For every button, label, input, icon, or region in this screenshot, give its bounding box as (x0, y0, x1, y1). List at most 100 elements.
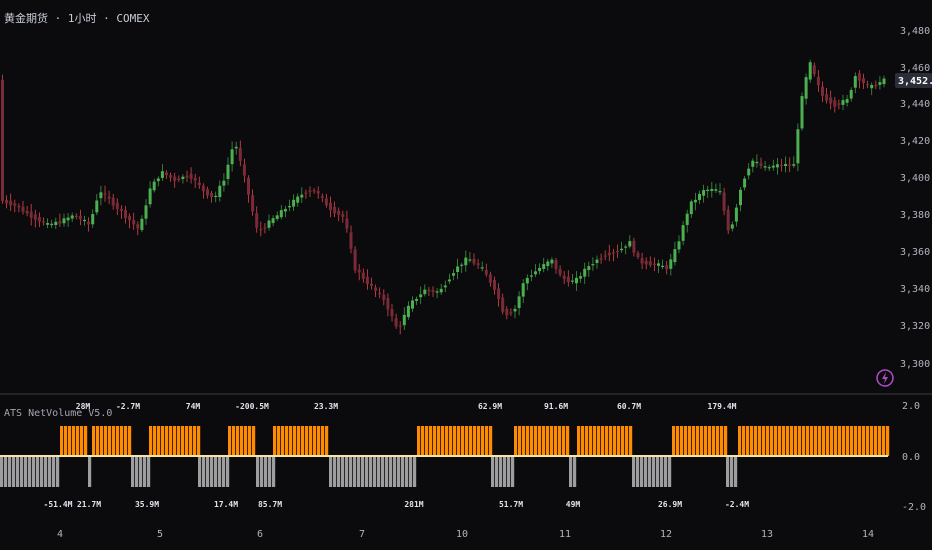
candlestick (308, 186, 312, 197)
netvolume-bar-negative (272, 456, 276, 487)
netvolume-bar-positive (116, 426, 120, 456)
netvolume-bar-positive (562, 426, 566, 456)
candlestick (681, 221, 685, 246)
netvolume-bar-negative (405, 456, 409, 487)
netvolume-bar-positive (301, 426, 305, 456)
netvolume-bar-positive (720, 426, 724, 456)
netvolume-bar-negative (268, 456, 272, 487)
candlestick (739, 187, 742, 212)
candlestick (472, 253, 476, 266)
netvolume-bar-negative (636, 456, 640, 487)
candlestick (849, 87, 853, 102)
lightning-icon (882, 372, 888, 384)
candlestick (218, 180, 222, 202)
netvolume-bar-negative (48, 456, 52, 487)
candlestick (70, 212, 74, 222)
candlestick (628, 235, 632, 249)
price-tick-label: 3,440.0 (900, 99, 932, 110)
candlestick (222, 173, 226, 192)
netvolume-bottom-label: 51.7M (499, 500, 523, 509)
netvolume-bar-negative (218, 456, 222, 487)
candlestick (710, 181, 714, 198)
candlestick (148, 181, 152, 208)
candlestick (259, 221, 263, 237)
netvolume-bottom-label: 85.7M (258, 500, 282, 509)
candlestick (74, 213, 78, 220)
netvolume-bar-positive (169, 426, 173, 456)
candlestick (456, 258, 460, 280)
indicator-pane[interactable]: 28M -2.7M 74M -200.5M 23.3M 62.9M 91.6M 60.7M 17… (0, 401, 926, 513)
netvolume-bar-negative (734, 456, 738, 487)
netvolume-bar-positive (874, 426, 878, 456)
candlestick (525, 274, 529, 291)
candlestick (50, 219, 54, 229)
netvolume-bar-negative (349, 456, 353, 487)
netvolume-bar-positive (72, 426, 76, 456)
netvolume-bar-positive (189, 426, 193, 456)
netvolume-bar-positive (696, 426, 700, 456)
candlestick (857, 69, 861, 89)
netvolume-bottom-label: 281M (404, 500, 423, 509)
time-tick-label: 14 (862, 529, 874, 540)
netvolume-bar-positive (601, 426, 605, 456)
netvolume-bar-negative (644, 456, 648, 487)
netvolume-bottom-label: -2.4M (725, 500, 749, 509)
candlestick (304, 189, 308, 199)
netvolume-bar-positive (854, 426, 858, 456)
candlestick (263, 223, 267, 234)
netvolume-bar-negative (413, 456, 417, 487)
candlestick (419, 286, 423, 305)
netvolume-bar-positive (766, 426, 770, 456)
netvolume-bar-positive (798, 426, 802, 456)
time-axis[interactable]: 4 5 6 7 10 11 12 13 14 (57, 529, 874, 540)
candlestick (78, 209, 82, 226)
netvolume-bar-positive (526, 426, 530, 456)
candlestick (505, 306, 509, 320)
netvolume-bar-negative (648, 456, 652, 487)
netvolume-bar-negative (214, 456, 218, 487)
netvolume-bar-positive (688, 426, 692, 456)
netvolume-bar-positive (758, 426, 762, 456)
alert-button[interactable] (876, 369, 894, 387)
netvolume-bar-positive (153, 426, 157, 456)
candlestick (46, 218, 50, 229)
netvolume-bar-positive (692, 426, 696, 456)
time-tick-label: 4 (57, 529, 63, 540)
candlestick (804, 73, 808, 105)
candlestick (812, 62, 816, 77)
candlestick (763, 161, 767, 172)
candlestick (587, 261, 591, 277)
netvolume-bar-positive (149, 426, 153, 456)
netvolume-bar-positive (289, 426, 293, 456)
price-tick-label: 3,380.0 (900, 210, 932, 221)
candlestick (288, 199, 291, 212)
candlestick (320, 193, 324, 203)
candlestick (616, 244, 619, 258)
netvolume-bar-positive (810, 426, 814, 456)
netvolume-bar-positive (165, 426, 169, 456)
netvolume-bar-negative (361, 456, 365, 487)
candlestick (292, 194, 296, 211)
time-tick-label: 11 (559, 529, 571, 540)
netvolume-bar-negative (640, 456, 644, 487)
netvolume-bar-negative (632, 456, 636, 487)
candlestick (611, 248, 615, 262)
netvolume-bar-positive (437, 426, 441, 456)
netvolume-bar-positive (676, 426, 680, 456)
price-pane[interactable] (1, 59, 886, 335)
candlestick (488, 271, 492, 287)
netvolume-bar-positive (629, 426, 633, 456)
candlestick (579, 272, 583, 283)
netvolume-bar-positive (716, 426, 720, 456)
candlestick (91, 209, 95, 228)
netvolume-top-label: 28M (76, 402, 91, 411)
candlestick (816, 70, 820, 92)
candlestick (144, 199, 148, 225)
netvolume-bar-positive (870, 426, 874, 456)
netvolume-bar-positive (193, 426, 197, 456)
netvolume-bar-negative (32, 456, 36, 487)
price-axis[interactable]: 3,480.0 3,460.0 3,440.0 3,420.0 3,400.0 3,380… (900, 26, 932, 370)
candlestick (788, 157, 792, 173)
netvolume-bar-positive (770, 426, 774, 456)
